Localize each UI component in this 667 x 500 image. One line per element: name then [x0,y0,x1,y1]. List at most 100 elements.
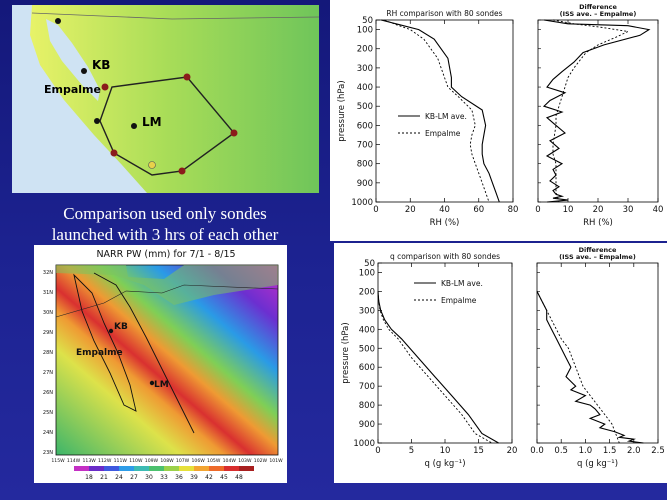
y-tick-label: 1000 [353,439,375,449]
empalme-station-dot [101,83,109,91]
colorbar-tick-label: 36 [175,474,183,481]
rh-charts: RH comparison with 80 sondes 0 20 40 60 80 RH … [337,3,663,228]
lm-station-dot [131,123,137,129]
lat-tick-label: 32N [43,270,53,276]
lon-tick-label: 102W [254,458,268,464]
station-dot [94,118,100,124]
lon-tick-label: 107W [176,458,190,464]
lat-ticks: 32N 31N 30N 29N 28N 27N 26N 25N 24N 23N [43,270,53,456]
x-tick-label: 1.0 [579,446,593,456]
kb-station-dot [108,328,114,334]
y-tick-label: 300 [359,306,375,316]
x-axis-label: q (g kg⁻¹) [424,459,465,469]
y-tick-label: 400 [359,325,375,335]
plot-frame [536,262,659,444]
colorbar-tick-label: 30 [145,474,153,481]
x-tick-label: 80 [508,205,519,215]
x-tick-label: 0 [375,446,380,456]
empalme-label: Empalme [76,348,123,358]
x-tick-label: 30 [623,205,634,215]
border-line [31,12,320,20]
x-tick-label: 2.5 [651,446,665,456]
y-tick-label: 100 [359,268,375,278]
plot-frame [375,19,514,203]
series-line-dashed [377,291,493,444]
colorbar-tick-label: 39 [190,474,198,481]
lon-tick-label: 113W [82,458,96,464]
x-tick-label: 0.0 [530,446,544,456]
colorbar-swatch [104,466,119,471]
caption: Comparison used only sondes launched wit… [8,203,322,245]
y-tick-label: 500 [359,344,375,354]
top-map-panel: KB Empalme LM [12,5,320,193]
x-tick-label: 20 [593,205,604,215]
colorbar-swatch [134,466,149,471]
y-tick-label: 50 [364,259,375,269]
caption-line-2: launched with 3 hrs of each other [51,225,279,244]
lat-tick-label: 24N [43,430,53,436]
legend-label: Empalme [441,296,477,305]
colorbar-swatch [89,466,104,471]
colorbar-tick-label: 18 [85,474,93,481]
legend-label: Empalme [425,129,461,138]
y-tick-label: 100 [357,26,373,36]
chart-title: q comparison with 80 sondes [390,252,500,261]
x-tick-label: 5 [409,446,414,456]
narr-map: NARR PW (mm) for 7/1 - 8/15 KB Empalme L… [43,249,283,481]
y-tick-label: 700 [357,141,373,151]
y-tick-label: 400 [357,83,373,93]
y-tick-label: 200 [359,287,375,297]
lat-tick-label: 26N [43,390,53,396]
colorbar-tick-label: 33 [160,474,168,481]
lm-label: LM [142,115,162,129]
lon-tick-label: 112W [98,458,112,464]
lon-tick-label: 108W [160,458,174,464]
top-map: KB Empalme LM [12,5,320,193]
y-tick-label: 600 [357,121,373,131]
lon-tick-label: 103W [238,458,252,464]
legend-label: KB-LM ave. [425,112,467,121]
colorbar-swatch [74,466,89,471]
q-charts: q comparison with 80 sondes 0 5 10 15 20 q (g … [341,246,665,469]
station-dot [178,167,186,175]
colorbar-swatch [224,466,239,471]
chart-title: RH comparison with 80 sondes [386,9,502,18]
y-tick-label: 700 [359,382,375,392]
x-tick-label: 10 [440,446,451,456]
station-dot [110,149,118,157]
y-axis-label: pressure (hPa) [341,322,351,383]
colorbar-tick-label: 48 [235,474,243,481]
colorbar-tick-label: 24 [115,474,123,481]
lon-tick-label: 104W [223,458,237,464]
colorbar-swatch [164,466,179,471]
x-tick-label: 0.5 [554,446,568,456]
lon-ticks: 115W 114W 113W 112W 111W 110W 109W 108W 107W 106W… [51,458,283,464]
x-tick-label: 40 [439,205,450,215]
colorbar-tick-label: 42 [205,474,213,481]
colorbar-swatch [179,466,194,471]
lon-tick-label: 109W [145,458,159,464]
lm-station-dot [149,380,155,386]
series-line-solid [536,291,644,444]
lon-tick-label: 106W [191,458,205,464]
y-tick-label: 900 [359,420,375,430]
station-dot [148,161,156,169]
caption-line-1: Comparison used only sondes [63,204,267,223]
sonde-network-polygon [99,76,236,176]
lon-tick-label: 110W [129,458,143,464]
lat-tick-label: 29N [43,330,53,336]
legend-label: KB-LM ave. [441,279,483,288]
narr-map-panel: NARR PW (mm) for 7/1 - 8/15 KB Empalme L… [34,245,287,483]
station-dot [230,129,238,137]
station-dot [55,18,61,24]
y-tick-label: 900 [357,179,373,189]
colorbar: 18 21 24 27 30 33 36 39 42 45 48 [74,466,254,481]
series-line-dashed [384,19,490,203]
colorbar-swatch [194,466,209,471]
series-line-dashed [536,291,620,444]
y-tick-label: 500 [357,102,373,112]
series-line-dashed [552,19,630,203]
lat-tick-label: 23N [43,450,53,456]
lon-tick-label: 114W [67,458,81,464]
series-line-solid [377,291,499,444]
